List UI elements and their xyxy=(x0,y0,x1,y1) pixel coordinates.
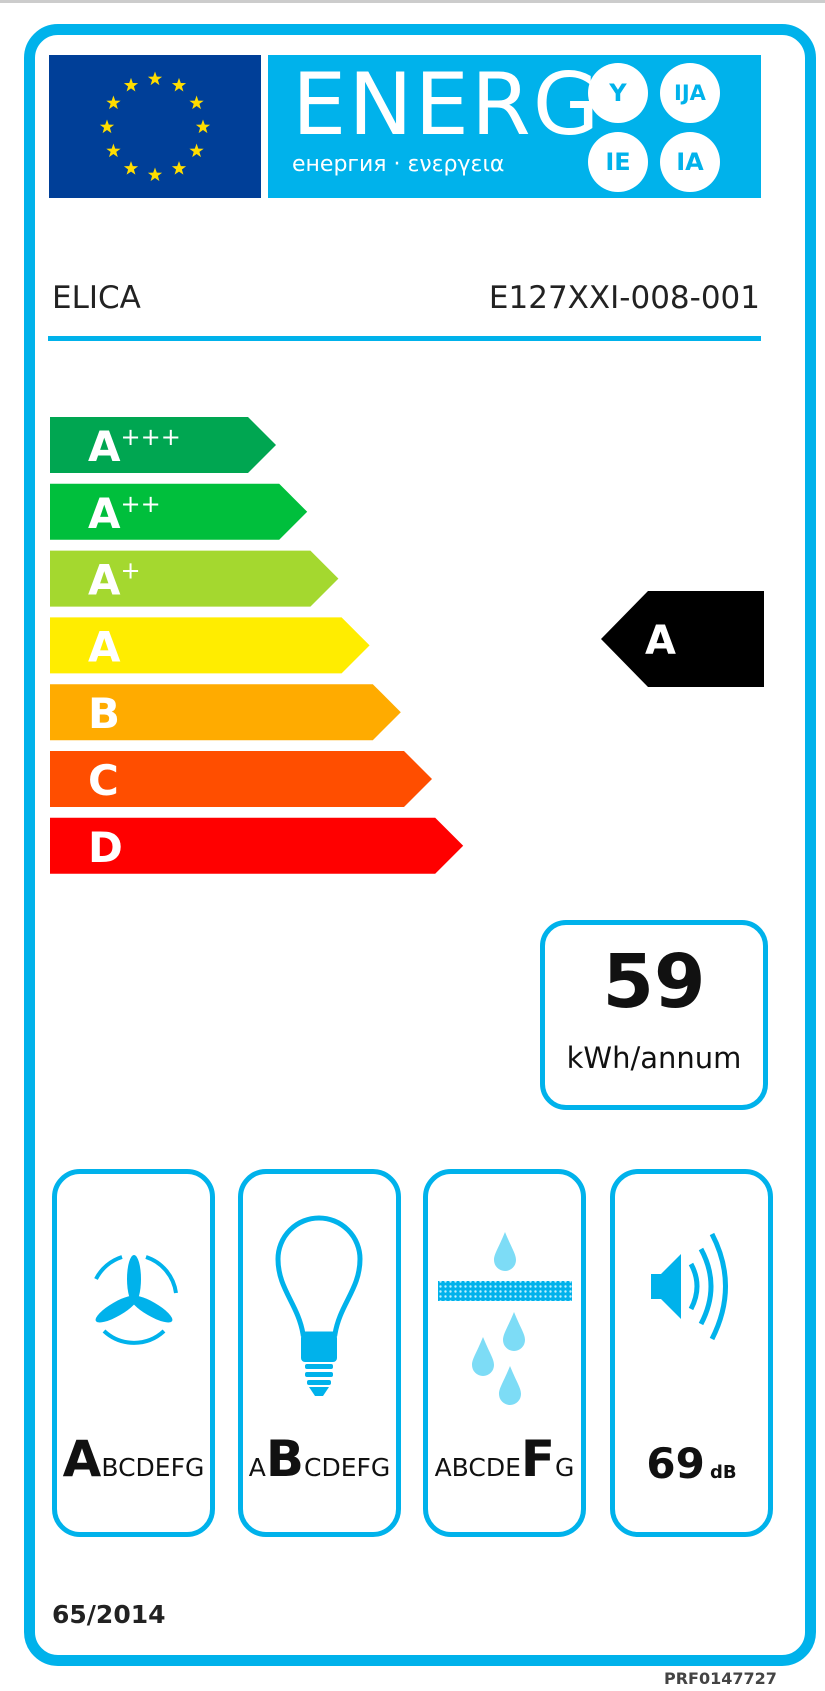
eu-star xyxy=(99,119,115,134)
fan-icon xyxy=(94,1255,178,1345)
energy-subtitle: енергия · ενεργεια xyxy=(292,152,505,177)
energy-class-bar: A++ xyxy=(50,483,308,540)
suffix-badge: IJA xyxy=(660,63,720,123)
header-divider xyxy=(48,336,761,341)
energy-class-bar: D xyxy=(50,817,464,874)
energy-word: ENERG xyxy=(292,55,602,155)
energy-class-bar: A xyxy=(50,617,370,674)
rating-arrow: A xyxy=(601,591,764,687)
grease-filtering-box: ABCDEFG xyxy=(423,1169,586,1537)
energy-consumption-box: 59 kWh/annum xyxy=(540,920,768,1110)
model-identifier: E127XXI-008-001 xyxy=(488,280,760,316)
energy-class-bar: B xyxy=(50,684,401,741)
reference-code: PRF0147727 xyxy=(664,1669,777,1688)
grease-filter-icon xyxy=(438,1232,572,1405)
eu-star xyxy=(106,143,121,158)
energy-class-label: B xyxy=(88,689,120,738)
fluid-dynamic-efficiency-box: ABCDEFG xyxy=(52,1169,215,1537)
suffix-badge: Y xyxy=(588,63,648,123)
energy-class-label: A xyxy=(88,622,121,671)
energy-class-bar: A+ xyxy=(50,550,339,607)
eu-star xyxy=(147,71,163,86)
rating-label: A xyxy=(645,618,676,664)
eu-flag xyxy=(49,55,261,198)
energy-class-bar: A+++ xyxy=(50,417,276,473)
energy-class-bar: C xyxy=(50,751,432,807)
consumption-value: 59 xyxy=(602,939,706,1025)
eu-star xyxy=(189,95,204,110)
energy-class-label: A+++ xyxy=(88,422,181,471)
selected-class: B xyxy=(265,1430,304,1488)
selected-class: F xyxy=(520,1430,556,1488)
selected-class: A xyxy=(62,1430,102,1488)
energy-class-label: D xyxy=(88,823,123,872)
eu-star xyxy=(171,161,187,175)
noise-speaker-icon xyxy=(651,1232,728,1341)
light-bulb-icon xyxy=(275,1215,363,1396)
energy-class-label: C xyxy=(88,756,119,805)
grease-filtering-scale: ABCDEFG xyxy=(434,1430,575,1488)
top-border xyxy=(0,0,825,3)
eu-star xyxy=(189,143,204,158)
regulation-number: 65/2014 xyxy=(52,1600,166,1629)
eu-star xyxy=(123,77,139,92)
noise-value: 69 dB xyxy=(646,1439,737,1488)
label-frame xyxy=(24,24,816,1666)
supplier-brand: ELICA xyxy=(52,280,141,316)
eu-stars-icon xyxy=(99,71,211,182)
suffix-badge: IA xyxy=(660,132,720,192)
eu-star xyxy=(171,77,187,92)
lighting-efficiency-box: ABCDEFG xyxy=(238,1169,401,1537)
lighting-efficiency-scale: ABCDEFG xyxy=(248,1430,391,1488)
fluid-efficiency-scale: ABCDEFG xyxy=(62,1430,205,1488)
eu-star xyxy=(106,95,121,110)
noise-box: 69 dB xyxy=(610,1169,773,1537)
eu-star xyxy=(195,119,211,134)
eu-star xyxy=(147,167,163,182)
eu-star xyxy=(123,161,139,175)
consumption-unit: kWh/annum xyxy=(566,1041,742,1075)
suffix-badge: IE xyxy=(588,132,648,192)
